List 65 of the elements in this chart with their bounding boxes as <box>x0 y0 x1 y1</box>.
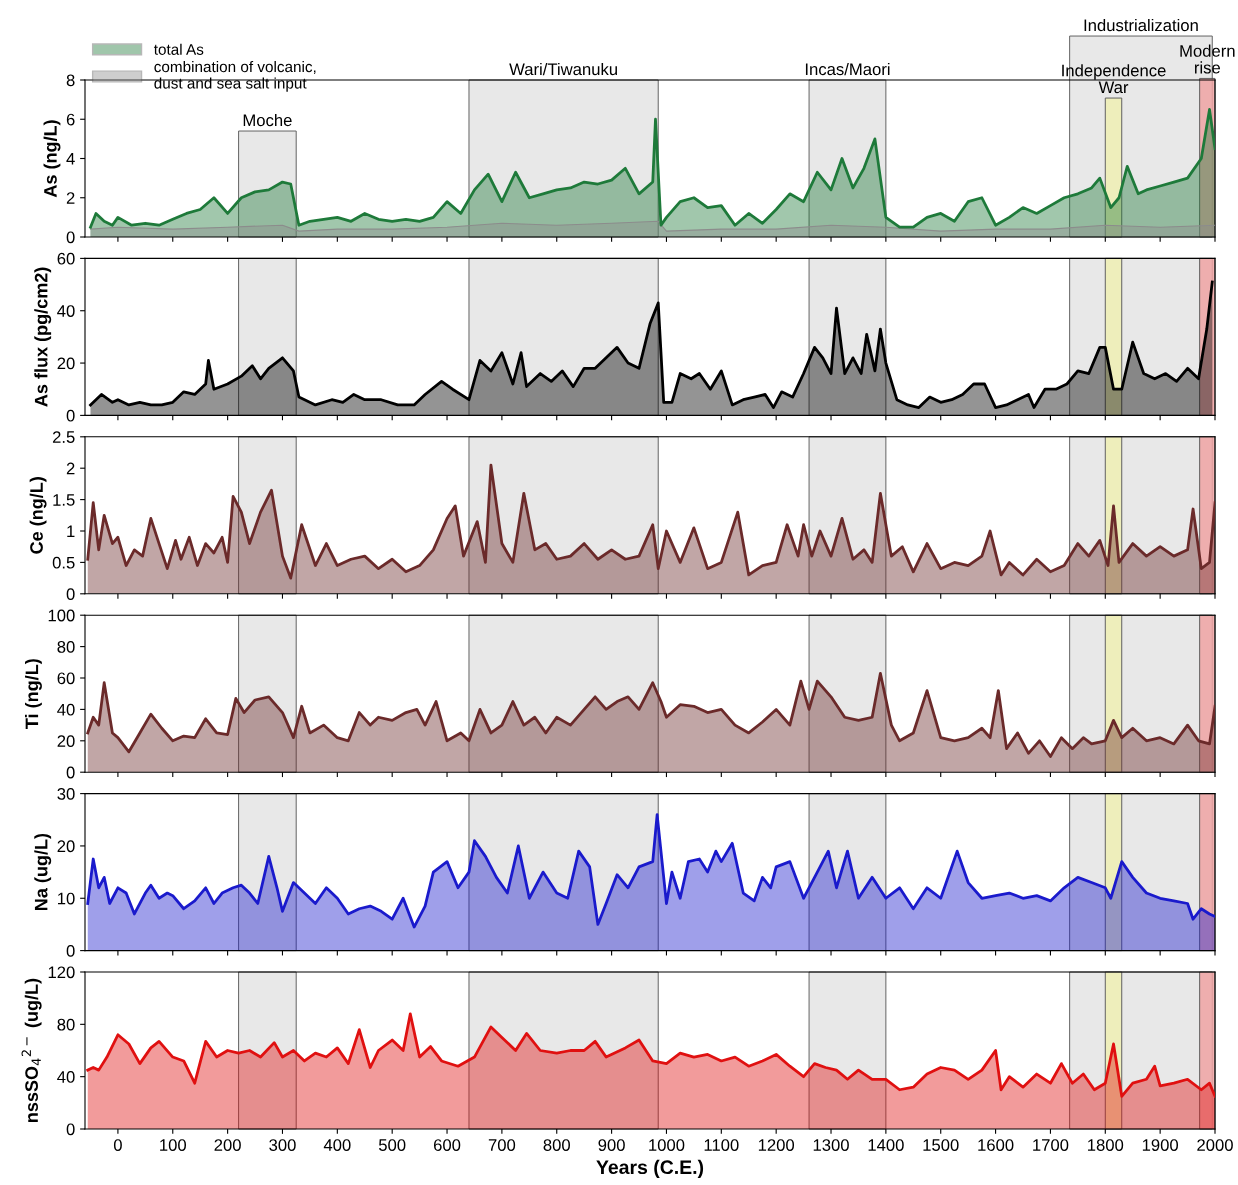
y-tick-label: 80 <box>57 641 75 653</box>
legend-label: combination of volcanic, dust and sea salt input <box>154 60 316 92</box>
x-tick-label: 1200 <box>758 1139 795 1151</box>
band-label: Independence War <box>1062 64 1166 94</box>
y-tick-label: 60 <box>57 672 75 685</box>
band-label: Wari/Tiwanuku <box>509 62 617 76</box>
y-tick-label: 0 <box>66 588 75 600</box>
y-tick-label: 40 <box>57 1071 75 1083</box>
x-tick-label: 1100 <box>704 1139 739 1151</box>
y-tick-label: 100 <box>48 609 75 622</box>
y-tick-label: 8 <box>66 74 75 87</box>
x-tick-label: 200 <box>214 1139 241 1151</box>
y-tick-label: 2.5 <box>52 431 75 443</box>
x-tick-label: 400 <box>323 1139 351 1151</box>
band-label: Modern rise <box>1180 44 1235 74</box>
y-tick-label: 0 <box>66 766 75 779</box>
y-tick-label: 30 <box>57 788 75 800</box>
y-tick-label: 20 <box>57 735 75 747</box>
legend-label: total As <box>153 43 204 55</box>
x-tick-label: 700 <box>488 1139 516 1151</box>
x-tick-label: 0 <box>113 1139 122 1151</box>
y-tick-label: 20 <box>57 840 75 853</box>
y-tick-label: 80 <box>57 1018 75 1031</box>
x-tick-label: 100 <box>160 1139 187 1151</box>
band-label: Industrialization <box>1084 18 1198 32</box>
y-axis-title: As (ng/L) <box>43 120 61 198</box>
y-tick-label: 10 <box>58 892 75 905</box>
x-tick-label: 300 <box>269 1139 296 1151</box>
y-tick-label: 120 <box>48 966 75 979</box>
x-tick-label: 1300 <box>813 1139 849 1151</box>
y-tick-label: 40 <box>57 305 75 317</box>
y-tick-label: 60 <box>57 252 75 265</box>
x-tick-label: 600 <box>433 1139 461 1151</box>
y-tick-label: 0.5 <box>52 556 75 569</box>
y-axis-title: Na (ug/L) <box>34 833 52 910</box>
x-tick-label: 1000 <box>649 1139 685 1151</box>
x-tick-label: 900 <box>598 1139 625 1151</box>
x-tick-label: 2000 <box>1197 1139 1233 1151</box>
y-axis-title: Ti (ng/L) <box>25 659 42 729</box>
y-tick-label: 2 <box>66 462 75 475</box>
x-tick-label: 1500 <box>923 1139 959 1151</box>
x-tick-label: 1900 <box>1142 1139 1179 1151</box>
y-axis-title: As flux (pg/cm2) <box>34 267 52 407</box>
y-tick-label: 20 <box>57 357 75 370</box>
x-tick-label: 1600 <box>978 1139 1014 1151</box>
y-tick-label: 0 <box>66 409 75 422</box>
y-axis-title: nssSO$_{4}$$^{2−}$ (ug/L) <box>21 978 42 1122</box>
x-tick-label: 1700 <box>1033 1139 1069 1151</box>
band-label: Incas/Maori <box>805 62 890 76</box>
x-tick-label: 1400 <box>868 1139 904 1151</box>
x-axis-title: Years (C.E.) <box>596 1159 704 1178</box>
y-axis-title: Ce (ng/L) <box>29 477 47 554</box>
x-tick-label: 500 <box>378 1139 406 1151</box>
x-tick-label: 800 <box>543 1139 570 1151</box>
y-tick-label: 0 <box>66 945 75 957</box>
y-tick-label: 1.5 <box>53 494 75 506</box>
x-tick-label: 1800 <box>1088 1139 1124 1151</box>
y-tick-label: 4 <box>66 153 75 165</box>
y-tick-label: 0 <box>66 231 75 244</box>
y-tick-label: 1 <box>67 525 75 538</box>
y-tick-label: 0 <box>66 1123 75 1136</box>
y-tick-label: 6 <box>66 113 75 126</box>
band-label: Moche <box>243 113 292 127</box>
y-tick-label: 2 <box>66 192 75 204</box>
y-tick-label: 40 <box>57 703 75 716</box>
